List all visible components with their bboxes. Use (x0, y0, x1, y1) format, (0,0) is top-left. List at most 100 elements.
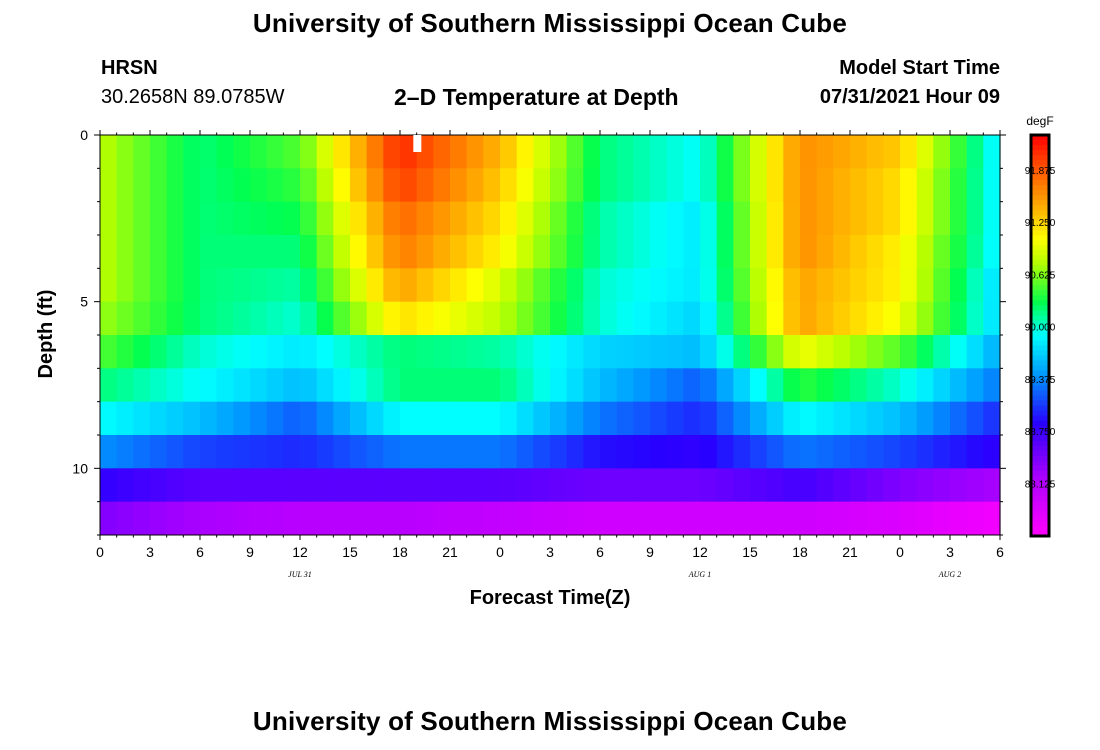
heatmap-cell (166, 435, 184, 469)
colorbar-swatch (1031, 410, 1049, 417)
heatmap-cell (366, 368, 384, 403)
heatmap-cell (700, 401, 718, 436)
heatmap-cell (433, 235, 451, 269)
colorbar-swatch (1031, 460, 1049, 467)
heatmap-cell (800, 435, 818, 469)
heatmap-cell (383, 168, 401, 203)
heatmap-cell (566, 201, 584, 236)
colorbar-swatch (1031, 185, 1049, 191)
heatmap-cell (533, 301, 551, 336)
heatmap-cell (866, 501, 884, 536)
heatmap-cell (883, 401, 901, 436)
heatmap-cell (866, 135, 884, 169)
x-tick-label: 6 (596, 544, 604, 560)
heatmap-cell (483, 368, 501, 403)
heatmap-cell (850, 435, 868, 469)
heatmap-cell (400, 368, 418, 403)
heatmap-cell (766, 401, 784, 436)
heatmap-cell (683, 335, 701, 369)
heatmap-cell (400, 201, 418, 236)
heatmap-cell (483, 435, 501, 469)
heatmap-cell (750, 135, 768, 169)
heatmap-cell (966, 435, 984, 469)
heatmap-cell (900, 401, 918, 436)
heatmap-cell (116, 335, 134, 369)
heatmap-cell (866, 468, 884, 503)
heatmap-cell (816, 268, 834, 303)
colorbar-tick-label: 90.625 (1025, 270, 1056, 281)
heatmap-cell (500, 301, 518, 336)
heatmap-cell (533, 268, 551, 303)
heatmap-cell (450, 168, 468, 203)
heatmap-cell (666, 401, 684, 436)
heatmap-cell (716, 301, 734, 336)
heatmap-cell (266, 168, 284, 203)
heatmap-cell (133, 201, 151, 236)
heatmap-cell (183, 435, 201, 469)
heatmap-cell (483, 501, 501, 536)
heatmap-cell (600, 135, 618, 169)
heatmap-cell (600, 301, 618, 336)
heatmap-cell (900, 235, 918, 269)
heatmap-cell (650, 201, 668, 236)
heatmap-cell (966, 201, 984, 236)
heatmap-cell (533, 235, 551, 269)
heatmap-cell (916, 301, 934, 336)
heatmap-cell (233, 368, 251, 403)
heatmap-cell (183, 235, 201, 269)
heatmap-cell (916, 235, 934, 269)
heatmap-cell (616, 301, 634, 336)
heatmap-cell (383, 268, 401, 303)
heatmap-cell (900, 201, 918, 236)
heatmap-cell (800, 401, 818, 436)
heatmap-cell (700, 368, 718, 403)
colorbar-swatch (1031, 245, 1049, 251)
heatmap-cell (900, 268, 918, 303)
heatmap-cell (200, 235, 218, 269)
heatmap-cell (733, 401, 751, 436)
heatmap-cell (616, 468, 634, 503)
colorbar-units: degF (1026, 114, 1053, 128)
heatmap-cell (750, 301, 768, 336)
heatmap-cell (683, 268, 701, 303)
heatmap-cell (916, 368, 934, 403)
heatmap-cell (350, 201, 368, 236)
heatmap-cell (933, 368, 951, 403)
heatmap-cell (333, 301, 351, 336)
heatmap-cell (683, 435, 701, 469)
heatmap-cell (766, 468, 784, 503)
colorbar-swatch (1031, 505, 1049, 512)
colorbar-swatch (1031, 490, 1049, 497)
heatmap-cell (833, 301, 851, 336)
heatmap-cell (183, 501, 201, 536)
heatmap-cell (450, 235, 468, 269)
heatmap-cell (516, 201, 534, 236)
heatmap-cell (850, 468, 868, 503)
heatmap-cell (283, 201, 301, 236)
heatmap-cell (583, 235, 601, 269)
heatmap-cell (183, 368, 201, 403)
heatmap-cell (366, 401, 384, 436)
heatmap-cell (733, 335, 751, 369)
heatmap-cell (783, 501, 801, 536)
heatmap-cell (250, 468, 268, 503)
heatmap-cell (583, 368, 601, 403)
heatmap-cell (416, 435, 434, 469)
colorbar-swatch (1031, 235, 1049, 241)
heatmap-cell (416, 368, 434, 403)
heatmap-cell (150, 335, 168, 369)
heatmap-cell (750, 435, 768, 469)
heatmap-cell (983, 435, 1001, 469)
heatmap-cell (350, 368, 368, 403)
colorbar-swatch (1031, 175, 1049, 181)
heatmap-cell (900, 501, 918, 536)
heatmap-cell (316, 501, 334, 536)
heatmap-cell (500, 168, 518, 203)
heatmap-cell (266, 468, 284, 503)
heatmap-cell (450, 201, 468, 236)
colorbar-swatch (1031, 295, 1049, 301)
heatmap-cell (850, 135, 868, 169)
heatmap-cell (800, 135, 818, 169)
heatmap-cell (683, 201, 701, 236)
heatmap-cell (550, 368, 568, 403)
